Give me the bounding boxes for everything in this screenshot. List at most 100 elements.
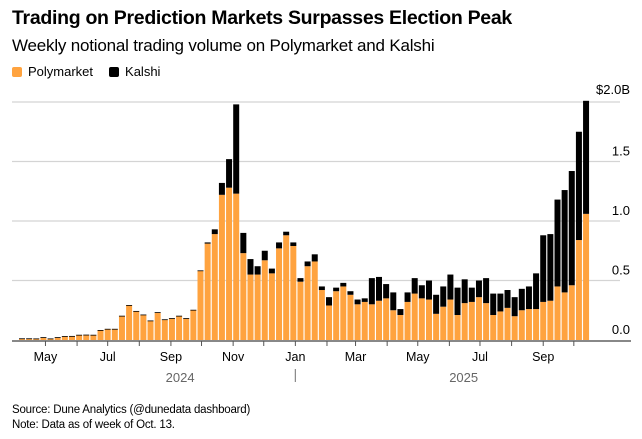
bar-kalshi [283, 231, 290, 236]
bar-kalshi [533, 273, 540, 310]
x-tick-label: Jul [100, 350, 116, 364]
x-tick-label: Jul [472, 350, 488, 364]
bar-kalshi [233, 104, 240, 194]
bar-polymarket [390, 310, 397, 340]
bar-polymarket [483, 303, 490, 340]
bar-polymarket [354, 304, 361, 340]
bar-kalshi [261, 250, 268, 261]
bar-kalshi [297, 278, 304, 282]
bar-polymarket [290, 245, 297, 340]
bar-polymarket [525, 309, 532, 340]
bar-polymarket [490, 315, 497, 340]
bar-polymarket [561, 292, 568, 340]
bar-polymarket [583, 213, 590, 340]
bar-polymarket [97, 330, 104, 340]
bar-kalshi [326, 297, 333, 306]
bar-polymarket [297, 281, 304, 340]
bar-polymarket [33, 338, 40, 340]
bar-polymarket [540, 301, 547, 340]
bar-polymarket [76, 335, 83, 340]
bar-kalshi [190, 309, 197, 311]
bar-polymarket [261, 260, 268, 340]
bar-kalshi [19, 338, 25, 340]
bar-kalshi [333, 287, 340, 292]
bar-polymarket [468, 301, 475, 340]
bar-polymarket [168, 318, 175, 340]
y-tick-label: 0.0 [612, 322, 630, 337]
bar-kalshi [76, 334, 83, 336]
bar-kalshi [247, 259, 254, 275]
bar-kalshi [211, 229, 218, 235]
bar-polymarket [497, 311, 504, 340]
bar-polymarket [197, 270, 204, 340]
y-tick-label: 1.0 [612, 203, 630, 218]
bar-kalshi [161, 319, 168, 321]
bar-kalshi [154, 312, 161, 313]
bar-kalshi [218, 182, 225, 195]
bar-polymarket [140, 315, 147, 340]
x-tick-label: Mar [345, 350, 367, 364]
bar-polymarket [161, 319, 168, 340]
bar-kalshi [361, 298, 368, 302]
legend-label: Polymarket [28, 64, 94, 79]
bar-kalshi [204, 242, 211, 244]
legend-item-kalshi: Kalshi [109, 64, 160, 79]
data-note: Note: Data as of week of Oct. 13. [12, 419, 175, 431]
bar-kalshi [97, 330, 104, 331]
bar-polymarket [190, 310, 197, 340]
bar-polymarket [333, 291, 340, 340]
bar-kalshi [240, 232, 247, 254]
bar-kalshi [104, 328, 111, 330]
bar-kalshi [147, 320, 154, 322]
chart-subtitle: Weekly notional trading volume on Polyma… [12, 36, 435, 55]
bar-kalshi [440, 286, 447, 307]
legend-label: Kalshi [125, 64, 161, 79]
bar-polymarket [147, 320, 154, 340]
y-tick-label: $2.0B [596, 82, 630, 97]
bar-kalshi [490, 293, 497, 316]
bar-polymarket [575, 240, 582, 340]
kalshi-swatch-icon [109, 66, 120, 77]
polymarket-swatch-icon [12, 66, 22, 77]
bar-kalshi [425, 280, 432, 300]
bar-kalshi [376, 276, 382, 301]
x-tick-label: Sep [532, 350, 554, 364]
bar-kalshi [497, 293, 504, 312]
source-note: Source: Dune Analytics (@dunedata dashbo… [12, 404, 251, 416]
bar-polymarket [54, 337, 61, 340]
bar-kalshi [226, 159, 233, 188]
bar-polymarket [126, 305, 133, 340]
bar-polymarket [83, 335, 90, 340]
footer: Source: Dune Analytics (@dunedata dashbo… [12, 403, 250, 433]
bar-polymarket [111, 329, 118, 340]
bar-polymarket [383, 298, 390, 340]
stacked-bar-chart: 0.0 0.5 1.0 1.5 $2.0B May Jul Sep Nov Jan Mar May Ju… [12, 82, 631, 385]
bar-kalshi [575, 131, 582, 241]
bar-kalshi [254, 266, 261, 275]
bar-kalshi [411, 278, 418, 294]
bar-kalshi [83, 334, 90, 336]
bar-polymarket [475, 297, 482, 340]
bar-kalshi [418, 285, 425, 299]
x-tick-label: Jan [285, 350, 305, 364]
bar-polymarket [433, 313, 440, 340]
bar-polymarket [440, 306, 447, 340]
bar-kalshi [40, 337, 47, 338]
bar-polymarket [347, 294, 354, 340]
chart-title: Trading on Prediction Markets Surpasses … [12, 7, 512, 29]
bar-polymarket [361, 301, 368, 340]
bar-polymarket [154, 312, 161, 340]
bar-kalshi [347, 291, 354, 295]
bar-polymarket [204, 243, 211, 340]
bar-kalshi [454, 287, 461, 316]
bar-polymarket [68, 336, 75, 340]
x-tick-label: Sep [160, 350, 182, 364]
bar-polymarket [118, 316, 125, 340]
bar-polymarket [247, 274, 254, 340]
bar-kalshi [111, 328, 118, 330]
bar-polymarket [368, 304, 375, 340]
bar-polymarket [326, 305, 333, 340]
bar-kalshi [268, 268, 275, 274]
bar-kalshi [561, 190, 568, 293]
bar-kalshi [340, 282, 347, 287]
